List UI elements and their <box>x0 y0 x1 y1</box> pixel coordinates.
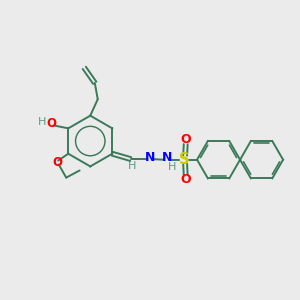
Text: H: H <box>128 161 136 171</box>
Text: O: O <box>47 117 57 130</box>
Text: N: N <box>162 152 173 164</box>
Text: O: O <box>180 173 191 186</box>
Text: H: H <box>38 117 46 127</box>
Text: O: O <box>52 156 62 169</box>
Text: N: N <box>145 151 155 164</box>
Text: H: H <box>167 162 176 172</box>
Text: O: O <box>180 134 191 146</box>
Text: S: S <box>179 152 190 167</box>
